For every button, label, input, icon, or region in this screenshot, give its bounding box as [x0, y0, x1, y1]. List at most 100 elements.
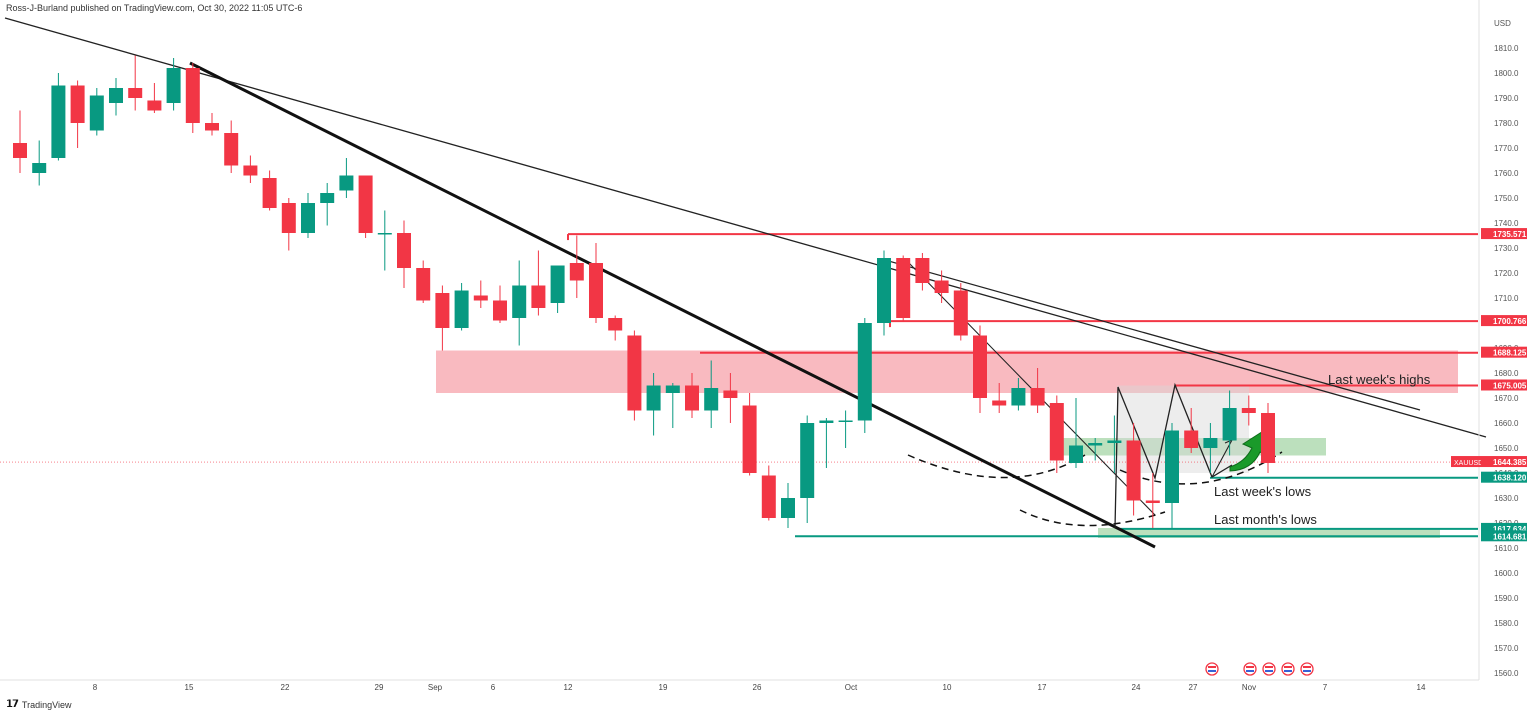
candle-body[interactable] — [1011, 388, 1026, 406]
price-tag-label[interactable]: 1617.634 — [1493, 525, 1527, 534]
price-tick-label: 1750.0 — [1494, 194, 1519, 203]
candle-body[interactable] — [32, 163, 47, 173]
candle-body[interactable] — [781, 498, 795, 518]
candle-body[interactable] — [1261, 413, 1275, 463]
candle-body[interactable] — [473, 295, 488, 301]
time-tick-label: 7 — [1323, 683, 1328, 692]
candle-body[interactable] — [358, 175, 373, 234]
candle-body[interactable] — [1088, 443, 1103, 446]
economic-event-icon[interactable] — [1281, 662, 1295, 676]
candle-body[interactable] — [51, 85, 66, 159]
candle-body[interactable] — [608, 318, 623, 331]
symbol-price-label[interactable]: 1644.385 — [1493, 458, 1527, 467]
candle-body[interactable] — [243, 165, 258, 176]
trendline-short-term[interactable] — [884, 259, 1421, 411]
price-tag-label[interactable]: 1735.571 — [1493, 230, 1527, 239]
candle-body[interactable] — [262, 178, 277, 208]
candle-body[interactable] — [185, 68, 200, 123]
tradingview-brand: TradingView — [21, 699, 72, 710]
candle-body[interactable] — [704, 388, 719, 411]
economic-event-icon[interactable] — [1243, 662, 1257, 676]
candle-body[interactable] — [953, 290, 968, 336]
candle-body[interactable] — [147, 100, 162, 111]
price-tick-label: 1710.0 — [1494, 294, 1519, 303]
tradingview-footer[interactable]: 𝟭𝟳 TradingView — [6, 699, 71, 710]
time-tick-label: 19 — [659, 683, 668, 692]
candle-body[interactable] — [128, 88, 143, 98]
candle-body[interactable] — [301, 203, 315, 233]
candle-body[interactable] — [70, 85, 85, 124]
candle-body[interactable] — [512, 285, 527, 319]
trendline-bold[interactable] — [189, 61, 1156, 549]
candle-body[interactable] — [109, 88, 123, 103]
price-tag-label[interactable]: 1675.005 — [1493, 381, 1527, 390]
candle-body[interactable] — [665, 385, 680, 394]
candle-body[interactable] — [1107, 440, 1122, 444]
symbol-tag-label[interactable]: XAUUSD — [1454, 460, 1483, 467]
price-tick-label: 1650.0 — [1494, 444, 1519, 453]
candle-body[interactable] — [819, 420, 834, 424]
candle-body[interactable] — [589, 263, 603, 318]
publisher-credit: Ross-J-Burland published on TradingView.… — [6, 3, 303, 13]
candle-body[interactable] — [877, 258, 891, 323]
candle-body[interactable] — [13, 143, 27, 158]
economic-event-icon[interactable] — [1205, 662, 1219, 676]
candle-body[interactable] — [1222, 408, 1237, 441]
candle-body[interactable] — [493, 300, 507, 321]
price-tick-label: 1610.0 — [1494, 544, 1519, 553]
candle-body[interactable] — [569, 263, 584, 281]
candle-body[interactable] — [723, 390, 738, 399]
candle-body[interactable] — [416, 268, 431, 301]
time-tick-label: 17 — [1038, 683, 1047, 692]
candle-body[interactable] — [89, 95, 104, 131]
economic-event-icon[interactable] — [1262, 662, 1276, 676]
candle-body[interactable] — [1126, 440, 1141, 501]
candle-body[interactable] — [397, 233, 411, 268]
candle-body[interactable] — [915, 258, 930, 283]
candle-body[interactable] — [934, 280, 949, 294]
candle-body[interactable] — [205, 123, 219, 131]
candle-body[interactable] — [1030, 388, 1045, 406]
price-tag-label[interactable]: 1700.766 — [1493, 317, 1527, 326]
price-tag-label[interactable]: 1688.125 — [1493, 349, 1527, 358]
price-tag-label[interactable]: 1638.120 — [1493, 474, 1527, 483]
candle-body[interactable] — [838, 420, 853, 423]
price-tag-bg — [1481, 346, 1527, 358]
candle-body[interactable] — [435, 293, 450, 328]
candle-body[interactable] — [1069, 445, 1083, 464]
candle-body[interactable] — [1203, 438, 1218, 448]
candle-body[interactable] — [1049, 403, 1064, 461]
candle-body[interactable] — [281, 203, 296, 233]
candle-body[interactable] — [627, 335, 642, 411]
candle-body[interactable] — [646, 385, 661, 411]
trendline-long-term[interactable] — [4, 17, 1487, 438]
economic-event-icon[interactable] — [1300, 662, 1314, 676]
price-tick-label: 1660.0 — [1494, 419, 1519, 428]
candle-body[interactable] — [685, 385, 699, 411]
candle-body[interactable] — [973, 335, 987, 399]
candle-body[interactable] — [857, 323, 872, 421]
candle-body[interactable] — [224, 133, 239, 166]
candle-body[interactable] — [339, 175, 354, 191]
candle-body[interactable] — [1165, 430, 1179, 504]
time-tick-label: 6 — [491, 683, 496, 692]
price-tag-label[interactable]: 1614.681 — [1493, 532, 1527, 541]
candle-body[interactable] — [531, 285, 546, 309]
candle-body[interactable] — [992, 400, 1007, 406]
price-tick-label: 1800.0 — [1494, 69, 1519, 78]
candle-body[interactable] — [1184, 430, 1199, 449]
candle-body[interactable] — [761, 475, 776, 519]
candle-body[interactable] — [1241, 408, 1256, 413]
candle-body[interactable] — [166, 68, 181, 103]
candle-body[interactable] — [1145, 500, 1160, 504]
candle-body[interactable] — [800, 423, 815, 498]
candle-body[interactable] — [742, 405, 757, 474]
candle-body[interactable] — [377, 233, 392, 235]
candle-body[interactable] — [454, 290, 469, 329]
candle-body[interactable] — [896, 258, 911, 318]
dashed-curve-2 — [1019, 509, 1166, 527]
candle-body[interactable] — [320, 193, 335, 203]
candle-body[interactable] — [550, 265, 565, 304]
